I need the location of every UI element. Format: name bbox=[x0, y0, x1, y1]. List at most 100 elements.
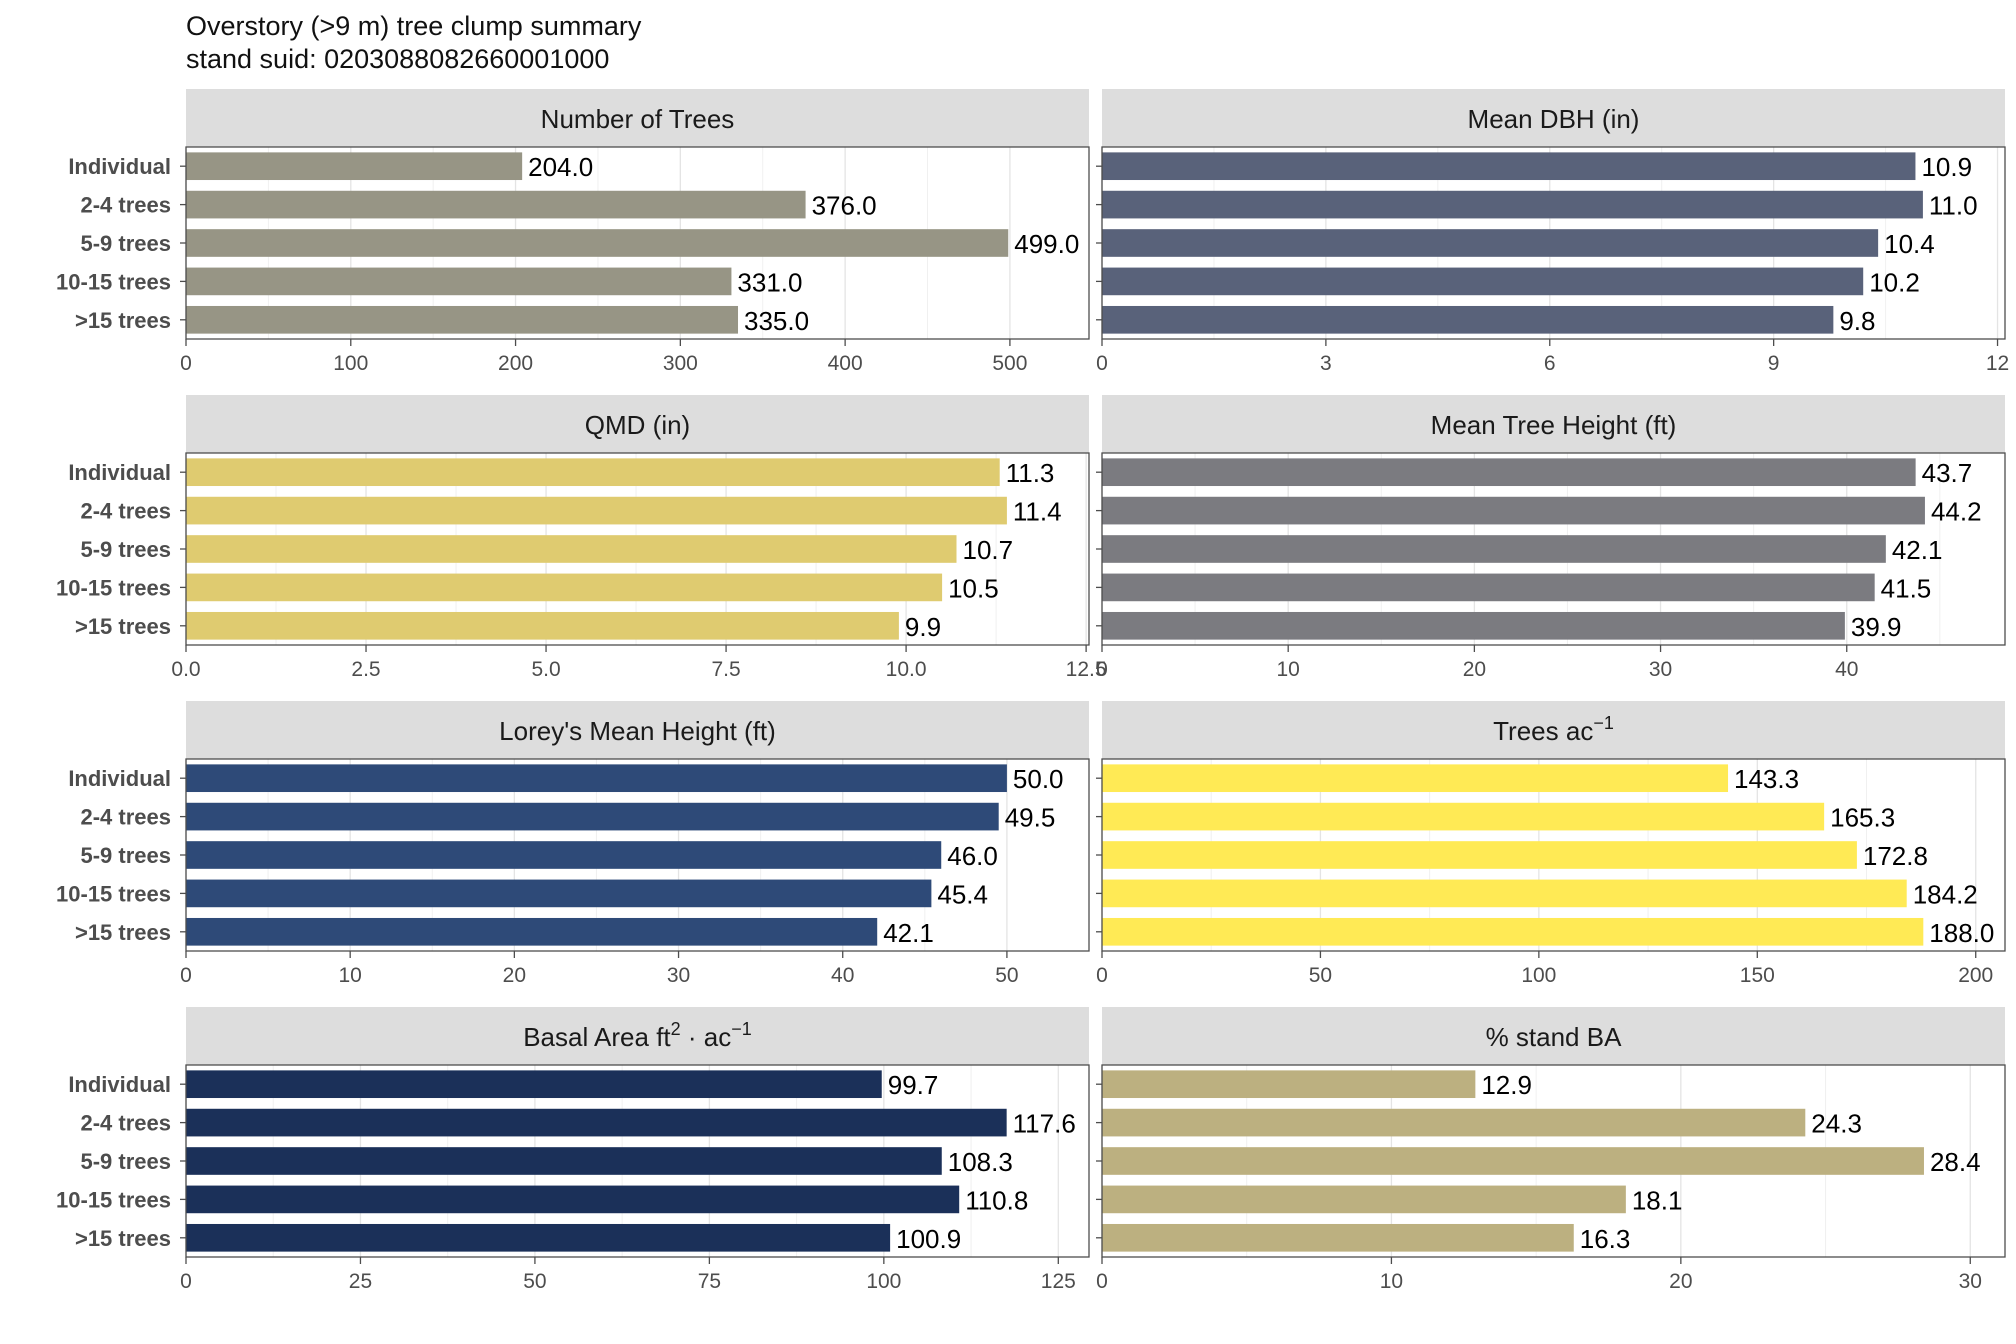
panel-number-of-trees-border bbox=[185, 146, 1090, 340]
panel-mean-tree-height-ft-bar-5-9-trees bbox=[1102, 535, 1886, 563]
panel-mean-tree-height-ft-x-tick-label: 0 bbox=[1096, 658, 1108, 681]
panel-qmd-in-bar-5-9-trees bbox=[186, 535, 957, 563]
panel-qmd-in-value-label-5-9-trees: 10.7 bbox=[963, 535, 1014, 565]
panel-number-of-trees-value-label-2-4-trees: 376.0 bbox=[812, 191, 877, 221]
panel-number-of-trees-bar-5-9-trees bbox=[186, 229, 1009, 257]
panel-trees-ac-bar-individual bbox=[1102, 764, 1729, 793]
category-label-10-15-trees: 10-15 trees bbox=[56, 269, 171, 294]
panel-lorey-s-mean-height-ft-strip-title: Lorey's Mean Height (ft) bbox=[499, 716, 776, 746]
panel-number-of-trees: Number of Trees 204.0 Individual 376.0 2-4 t… bbox=[56, 89, 1090, 375]
panel-stand-ba-x-tick-label: 0 bbox=[1096, 1270, 1108, 1293]
panel-stand-ba-strip-title: % stand BA bbox=[1486, 1022, 1623, 1052]
panel-mean-dbh-in-x-tick-label: 3 bbox=[1320, 352, 1332, 375]
panel-number-of-trees-x-tick-label: 0 bbox=[180, 352, 192, 375]
panel-number-of-trees-bar-2-4-trees bbox=[186, 190, 806, 219]
panel-mean-dbh-in-value-label-10-15-trees: 10.2 bbox=[1869, 267, 1920, 297]
chart-title: Overstory (>9 m) tree clump summary bbox=[186, 11, 642, 41]
category-label-5-9-trees: 5-9 trees bbox=[80, 231, 171, 256]
panel-stand-ba-strip bbox=[1102, 1007, 2005, 1065]
panel-mean-tree-height-ft-x-tick-label: 40 bbox=[1835, 658, 1858, 681]
panel-mean-tree-height-ft-bar-individual bbox=[1102, 458, 1916, 487]
panel-lorey-s-mean-height-ft-value-label-individual: 50.0 bbox=[1013, 764, 1064, 794]
panel-mean-tree-height-ft-strip-title: Mean Tree Height (ft) bbox=[1431, 410, 1677, 440]
panel-basal-area-ft-strip-title: Basal Area ft2 · ac−1 bbox=[523, 1019, 752, 1052]
panel-basal-area-ft-value-label-individual: 99.7 bbox=[888, 1070, 939, 1100]
panel-stand-ba-bar-10-15-trees bbox=[1102, 1185, 1626, 1214]
panel-stand-ba-value-label-10-15-trees: 18.1 bbox=[1632, 1185, 1683, 1215]
panel-stand-ba-bar-5-9-trees bbox=[1102, 1147, 1924, 1175]
category-label-15-trees: >15 trees bbox=[75, 308, 171, 333]
panel-lorey-s-mean-height-ft: Lorey's Mean Height (ft) 50.0 Individual 49… bbox=[56, 701, 1090, 987]
panel-basal-area-ft-x-tick-label: 25 bbox=[349, 1270, 372, 1293]
panel-number-of-trees-value-label-15-trees: 335.0 bbox=[744, 306, 809, 336]
panel-basal-area-ft-value-label-2-4-trees: 117.6 bbox=[1013, 1109, 1076, 1139]
panel-mean-dbh-in-bar-5-9-trees bbox=[1102, 229, 1879, 257]
panel-mean-dbh-in-value-label-individual: 10.9 bbox=[1921, 152, 1972, 182]
panel-mean-tree-height-ft-value-label-5-9-trees: 42.1 bbox=[1892, 535, 1943, 565]
panel-mean-tree-height-ft-value-label-2-4-trees: 44.2 bbox=[1931, 497, 1982, 527]
panel-mean-tree-height-ft-value-label-individual: 43.7 bbox=[1922, 458, 1973, 488]
panel-basal-area-ft-border bbox=[185, 1064, 1090, 1258]
panel-mean-tree-height-ft-bar-10-15-trees bbox=[1102, 573, 1875, 602]
panel-basal-area-ft-bar-10-15-trees bbox=[186, 1185, 960, 1214]
category-label-individual: Individual bbox=[68, 1072, 171, 1097]
panel-trees-ac-bar-5-9-trees bbox=[1102, 841, 1857, 869]
category-label-2-4-trees: 2-4 trees bbox=[80, 805, 171, 830]
category-label-15-trees: >15 trees bbox=[75, 920, 171, 945]
panel-basal-area-ft-x-tick-label: 0 bbox=[180, 1270, 192, 1293]
panel-lorey-s-mean-height-ft-value-label-10-15-trees: 45.4 bbox=[937, 879, 988, 909]
panel-stand-ba-bar-2-4-trees bbox=[1102, 1108, 1806, 1137]
panel-trees-ac-x-tick-label: 100 bbox=[1521, 964, 1556, 987]
category-label-10-15-trees: 10-15 trees bbox=[56, 575, 171, 600]
panel-mean-dbh-in-bar-15-trees bbox=[1102, 305, 1834, 334]
panel-trees-ac-x-tick-label: 150 bbox=[1740, 964, 1775, 987]
panel-basal-area-ft-strip bbox=[186, 1007, 1089, 1065]
panel-lorey-s-mean-height-ft-x-tick-label: 10 bbox=[339, 964, 362, 987]
panel-number-of-trees-strip bbox=[186, 89, 1089, 147]
panel-basal-area-ft-bar-15-trees bbox=[186, 1223, 891, 1252]
panel-number-of-trees-value-label-5-9-trees: 499.0 bbox=[1014, 229, 1079, 259]
panel-trees-ac-value-label-5-9-trees: 172.8 bbox=[1863, 841, 1928, 871]
panel-mean-dbh-in-strip bbox=[1102, 89, 2005, 147]
category-label-5-9-trees: 5-9 trees bbox=[80, 1149, 171, 1174]
panel-number-of-trees-bar-10-15-trees bbox=[186, 267, 732, 296]
panel-qmd-in-value-label-15-trees: 9.9 bbox=[905, 612, 941, 642]
panel-mean-dbh-in-value-label-5-9-trees: 10.4 bbox=[1884, 229, 1935, 259]
panel-trees-ac-value-label-individual: 143.3 bbox=[1734, 764, 1799, 794]
panel-lorey-s-mean-height-ft-border bbox=[185, 758, 1090, 952]
category-label-15-trees: >15 trees bbox=[75, 1226, 171, 1251]
panel-basal-area-ft-value-label-10-15-trees: 110.8 bbox=[965, 1185, 1028, 1215]
panel-mean-dbh-in-value-label-15-trees: 9.8 bbox=[1839, 306, 1875, 336]
panel-trees-ac-strip bbox=[1102, 701, 2005, 759]
panel-trees-ac-value-label-2-4-trees: 165.3 bbox=[1830, 803, 1895, 833]
panel-stand-ba-x-tick-label: 10 bbox=[1380, 1270, 1403, 1293]
panel-lorey-s-mean-height-ft-x-tick-label: 30 bbox=[667, 964, 690, 987]
panel-qmd-in-value-label-10-15-trees: 10.5 bbox=[948, 573, 999, 603]
panel-lorey-s-mean-height-ft-bar-5-9-trees bbox=[186, 841, 942, 869]
panel-stand-ba-value-label-15-trees: 16.3 bbox=[1580, 1224, 1631, 1254]
panel-stand-ba-x-tick-label: 20 bbox=[1669, 1270, 1692, 1293]
panel-mean-dbh-in-x-tick-label: 0 bbox=[1096, 352, 1108, 375]
panel-qmd-in-bar-2-4-trees bbox=[186, 496, 1007, 525]
panel-basal-area-ft-bar-individual bbox=[186, 1070, 882, 1099]
panel-basal-area-ft-x-tick-label: 125 bbox=[1041, 1270, 1076, 1293]
chart-subtitle: stand suid: 0203088082660001000 bbox=[186, 44, 610, 74]
panel-trees-ac-x-tick-label: 0 bbox=[1096, 964, 1108, 987]
panel-basal-area-ft-x-tick-label: 100 bbox=[866, 1270, 901, 1293]
panel-mean-tree-height-ft-bar-15-trees bbox=[1102, 611, 1845, 640]
panel-stand-ba-x-tick-label: 30 bbox=[1959, 1270, 1982, 1293]
panel-lorey-s-mean-height-ft-value-label-2-4-trees: 49.5 bbox=[1005, 803, 1056, 833]
panel-basal-area-ft-value-label-5-9-trees: 108.3 bbox=[948, 1147, 1013, 1177]
panel-trees-ac-bar-15-trees bbox=[1102, 917, 1924, 946]
panel-qmd-in-bar-15-trees bbox=[186, 611, 899, 640]
panel-lorey-s-mean-height-ft-x-tick-label: 50 bbox=[995, 964, 1018, 987]
panel-basal-area-ft-value-label-15-trees: 100.9 bbox=[896, 1224, 961, 1254]
category-label-15-trees: >15 trees bbox=[75, 614, 171, 639]
panel-trees-ac-x-tick-label: 200 bbox=[1958, 964, 1993, 987]
panel-number-of-trees-bar-15-trees bbox=[186, 305, 739, 334]
panel-mean-tree-height-ft-x-tick-label: 30 bbox=[1649, 658, 1672, 681]
category-label-2-4-trees: 2-4 trees bbox=[80, 193, 171, 218]
panel-mean-dbh-in-strip-title: Mean DBH (in) bbox=[1468, 104, 1640, 134]
panel-trees-ac-border bbox=[1101, 758, 2006, 952]
